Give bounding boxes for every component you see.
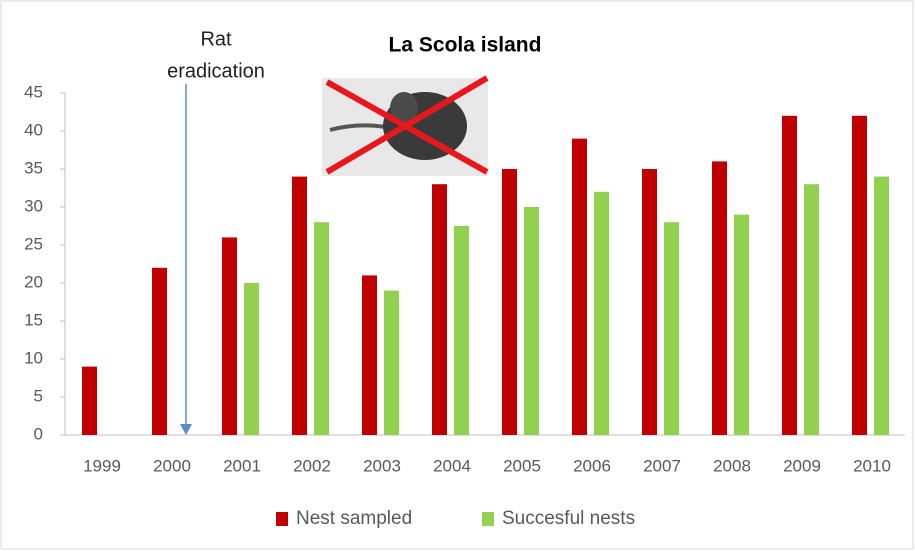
annotation: Rat [200, 28, 232, 50]
bar [244, 283, 259, 435]
y-tick-label: 45 [24, 82, 43, 101]
y-tick-label: 35 [24, 158, 43, 177]
bar [642, 169, 657, 435]
chart-title: La Scola island [389, 34, 542, 57]
legend-label: Succesful nests [502, 508, 635, 529]
annotation: eradication [167, 60, 265, 82]
bar [874, 176, 889, 435]
x-tick-label: 1999 [83, 456, 121, 475]
bar [222, 237, 237, 435]
bar [152, 267, 167, 435]
bar [292, 176, 307, 435]
bar [314, 222, 329, 435]
x-tick-label: 2010 [853, 456, 891, 475]
bar [734, 214, 749, 435]
bar [454, 226, 469, 435]
x-tick-label: 2005 [503, 456, 541, 475]
y-tick-label: 0 [34, 424, 43, 443]
x-tick-label: 2008 [713, 456, 751, 475]
bar [82, 366, 97, 435]
y-tick-label: 20 [24, 272, 43, 291]
bar [432, 184, 447, 435]
legend-swatch [276, 512, 288, 526]
y-tick-label: 10 [24, 348, 43, 367]
x-tick-label: 2002 [293, 456, 331, 475]
y-tick-label: 5 [34, 386, 43, 405]
x-tick-label: 2004 [433, 456, 471, 475]
bar [852, 115, 867, 436]
legend-label: Nest sampled [296, 508, 412, 529]
bar [594, 191, 609, 435]
bar [712, 161, 727, 435]
bar [384, 290, 399, 435]
bar [572, 138, 587, 435]
bar [804, 184, 819, 435]
bar [664, 222, 679, 435]
x-tick-label: 2000 [153, 456, 191, 475]
y-tick-label: 40 [24, 120, 43, 139]
legend-swatch [482, 512, 494, 526]
x-tick-label: 2007 [643, 456, 681, 475]
rat-image [322, 75, 489, 176]
bar [524, 207, 539, 435]
bar [362, 275, 377, 435]
y-tick-label: 15 [24, 310, 43, 329]
y-tick-label: 30 [24, 196, 43, 215]
x-tick-label: 2009 [783, 456, 821, 475]
y-tick-label: 25 [24, 234, 43, 253]
annotation-arrow [180, 84, 192, 435]
bar [502, 169, 517, 435]
x-tick-label: 2001 [223, 456, 261, 475]
x-tick-label: 2003 [363, 456, 401, 475]
x-tick-label: 2006 [573, 456, 611, 475]
bar [782, 115, 797, 436]
